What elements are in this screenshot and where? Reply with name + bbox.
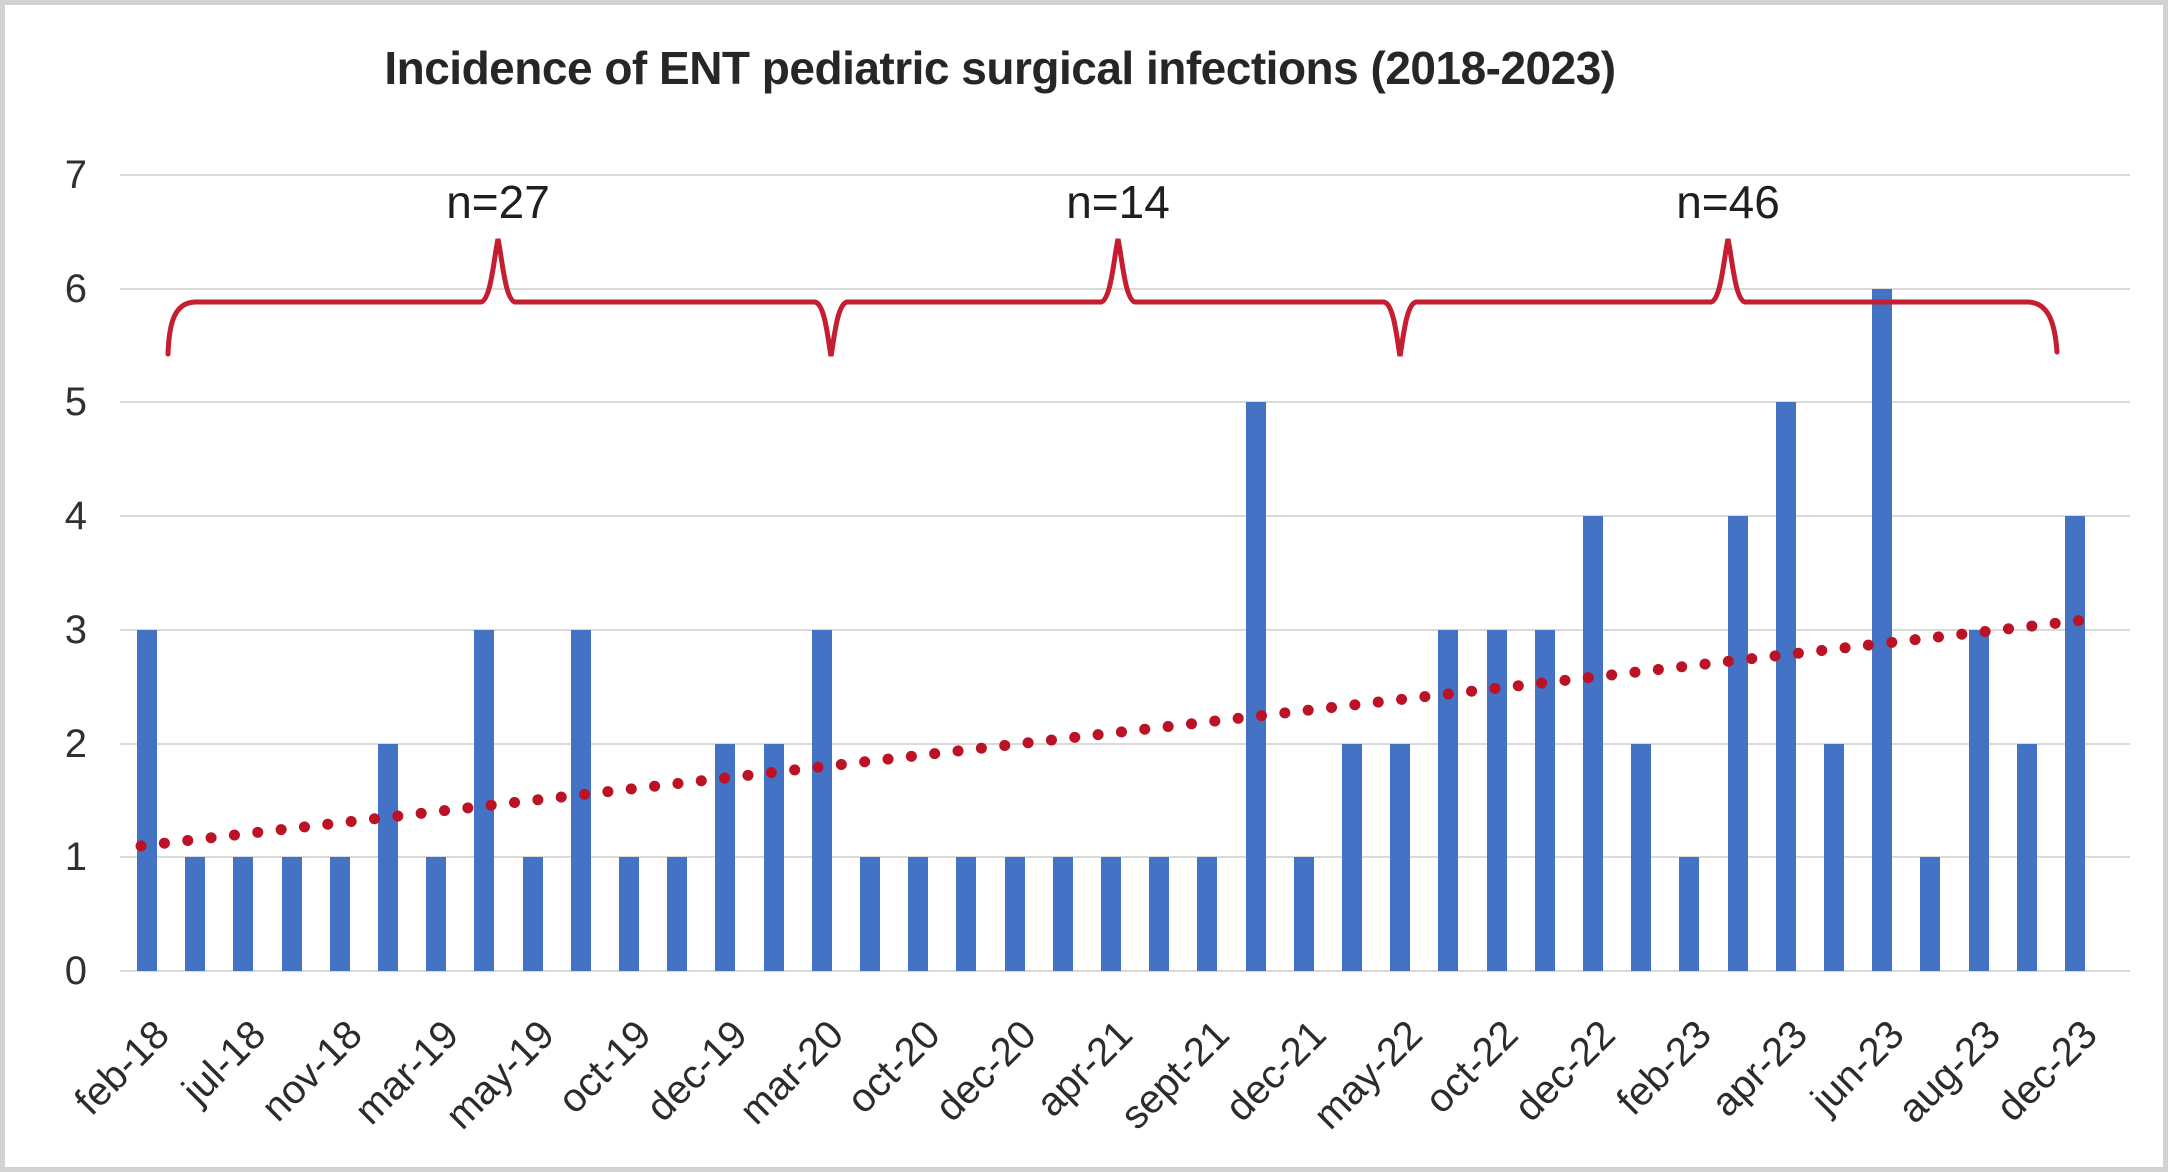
bar [2016,743,2037,971]
bar [2065,516,2085,971]
bar [811,629,832,971]
bar [1631,743,1652,971]
bar [1390,743,1411,971]
bar [1149,857,1170,971]
bar [1727,516,1748,971]
group-count-label: n=14 [1066,176,1170,228]
bar [426,857,447,971]
bar [1004,857,1025,971]
bar [281,857,302,971]
bar [1775,402,1796,971]
y-axis-tick-label: 3 [64,607,87,652]
bar [763,743,784,971]
x-axis-tick-label: sept-21 [1112,1012,1238,1138]
y-axis-tick-label: 4 [64,494,87,539]
bar [1342,743,1362,971]
bar [185,857,206,971]
bar [1679,857,1700,971]
brace-annotation [165,238,2060,357]
x-axis-tick-label: feb-18 [66,1012,178,1124]
x-axis-tick-label: dec-22 [1505,1012,1624,1130]
bar [1486,629,1507,971]
bar [667,857,688,971]
bar [1968,629,1989,971]
gridline [120,515,2130,518]
x-axis-tick-label: oct-19 [549,1012,660,1123]
bar [1438,629,1459,971]
x-axis-tick-label: apr-23 [1703,1012,1817,1126]
group-count-label: n=27 [446,176,550,228]
x-axis-tick-label: mar-20 [731,1012,853,1133]
x-axis-tick-label: oct-20 [838,1012,949,1123]
bar [1052,857,1073,971]
y-axis-tick-label: 6 [64,266,87,311]
x-axis-tick-label: aug-23 [1889,1012,2010,1132]
bar [1101,857,1121,971]
chart-title: Incidence of ENT pediatric surgical infe… [384,42,1616,94]
y-axis-tick-label: 0 [64,949,87,993]
bar [474,629,495,971]
gridline [120,628,2130,631]
bar [378,743,398,971]
y-axis-tick-label: 7 [64,153,87,198]
bar [860,857,880,971]
bar [908,857,929,971]
bar [1824,743,1844,971]
gridline [120,287,2130,290]
bar [956,857,977,971]
bar [619,857,639,971]
bar [329,857,350,971]
x-axis-tick-label: dec-20 [927,1012,1046,1130]
bar [1872,288,1893,971]
gridline [120,970,2130,972]
bar [1245,402,1266,971]
x-axis-tick-label: dec-19 [638,1012,756,1130]
bar [1293,857,1314,971]
y-axis-tick-label: 1 [64,835,87,880]
x-axis-tick-label: feb-23 [1608,1012,1720,1124]
bar [1534,629,1555,971]
y-axis-tick-label: 2 [64,721,87,766]
x-axis-tick-label: nov-18 [252,1012,371,1130]
trendline [135,612,2103,852]
bar [137,629,157,971]
bar [715,743,736,971]
x-axis-tick-label: may-22 [1305,1012,1431,1138]
x-axis-tick-label: dec-23 [1987,1012,2106,1130]
bar [570,629,591,971]
group-count-label: n=46 [1676,176,1780,228]
bar [1920,857,1941,971]
gridline [120,174,2130,177]
bar [522,857,543,971]
gridline [120,856,2130,859]
bar [1197,857,1218,971]
gridline [120,401,2130,404]
bar [233,857,254,971]
bar [1583,516,1603,971]
y-axis-tick-label: 5 [64,380,87,425]
x-axis-tick-label: may-19 [437,1012,564,1138]
x-axis-tick-label: oct-22 [1417,1012,1528,1123]
